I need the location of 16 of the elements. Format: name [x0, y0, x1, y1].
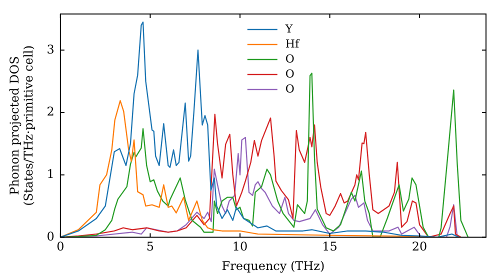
- legend-label: Y: [284, 22, 294, 36]
- y-axis-title: Phonon projected DOS (States/THz·primitive cell): [7, 45, 36, 206]
- x-tick-label: 10: [232, 240, 248, 254]
- legend-label: O: [285, 67, 294, 80]
- y-tick-label: 3: [46, 42, 54, 56]
- y-tick-label: 2: [46, 104, 54, 119]
- y-tick-label: 1: [46, 166, 54, 181]
- x-tick-label: 5: [146, 240, 154, 254]
- legend-label: O: [285, 52, 294, 66]
- y-tick-label: 0: [46, 229, 54, 244]
- x-tick-label: 15: [322, 240, 338, 254]
- legend-label: O: [285, 82, 294, 96]
- x-tick-label: 20: [412, 240, 428, 254]
- x-axis-title: Frequency (THz): [222, 258, 325, 273]
- legend-label: Hf: [285, 37, 300, 50]
- x-tick-label: 0: [56, 240, 64, 254]
